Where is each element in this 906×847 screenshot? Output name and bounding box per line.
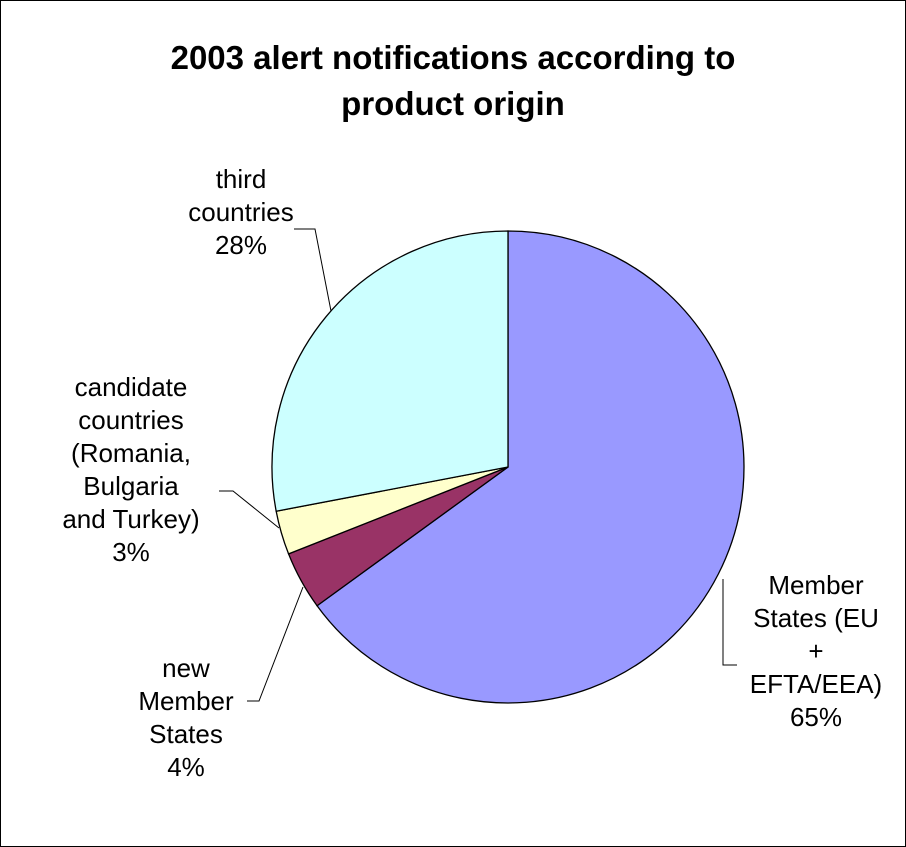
label-new-member-states-line-2: Member xyxy=(138,686,234,716)
chart-title: 2003 alert notifications according to pr… xyxy=(1,35,905,127)
label-candidate-countries-line-4: Bulgaria xyxy=(83,471,179,501)
label-new-member-states-percent: 4% xyxy=(167,752,205,782)
leader-line-new-member-states xyxy=(247,586,304,702)
label-third-countries: third countries 28% xyxy=(156,163,326,262)
label-third-countries-line-2: countries xyxy=(188,197,294,227)
slice-member-states xyxy=(316,230,745,704)
chart-title-line-1: 2003 alert notifications according to xyxy=(170,39,736,76)
label-third-countries-line-1: third xyxy=(215,164,267,194)
label-candidate-countries-percent: 3% xyxy=(112,537,150,567)
leader-line-member-states xyxy=(722,579,737,666)
label-candidate-countries-line-5: and Turkey) xyxy=(62,504,200,534)
label-member-states-line-3: + xyxy=(808,636,824,666)
leader-line-candidate-countries xyxy=(219,490,280,529)
label-candidate-countries: candidate countries (Romania, Bulgaria a… xyxy=(26,371,236,569)
label-third-countries-percent: 28% xyxy=(214,230,268,260)
label-new-member-states-line-3: States xyxy=(149,719,223,749)
label-new-member-states-line-1: new xyxy=(162,653,210,683)
label-candidate-countries-line-2: countries xyxy=(78,405,184,435)
label-member-states-percent: 65% xyxy=(789,702,843,732)
label-member-states: Member States (EU + EFTA/EEA) 65% xyxy=(716,569,905,734)
label-member-states-line-4: EFTA/EEA) xyxy=(749,669,883,699)
label-new-member-states: new Member States 4% xyxy=(101,652,271,784)
slice-third-countries xyxy=(271,230,509,512)
label-candidate-countries-line-3: (Romania, xyxy=(71,438,191,468)
label-member-states-line-1: Member xyxy=(768,570,864,600)
label-member-states-line-2: States (EU xyxy=(753,603,879,633)
label-candidate-countries-line-1: candidate xyxy=(74,372,188,402)
chart-title-line-2: product origin xyxy=(341,85,565,122)
leader-line-third-countries xyxy=(294,228,332,312)
